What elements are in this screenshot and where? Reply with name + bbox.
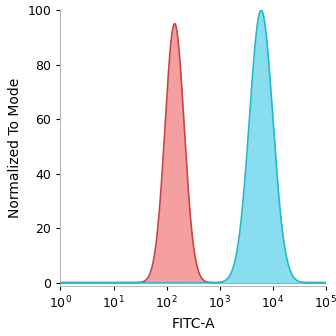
X-axis label: FITC-A: FITC-A bbox=[171, 317, 215, 331]
Y-axis label: Normalized To Mode: Normalized To Mode bbox=[8, 78, 22, 218]
